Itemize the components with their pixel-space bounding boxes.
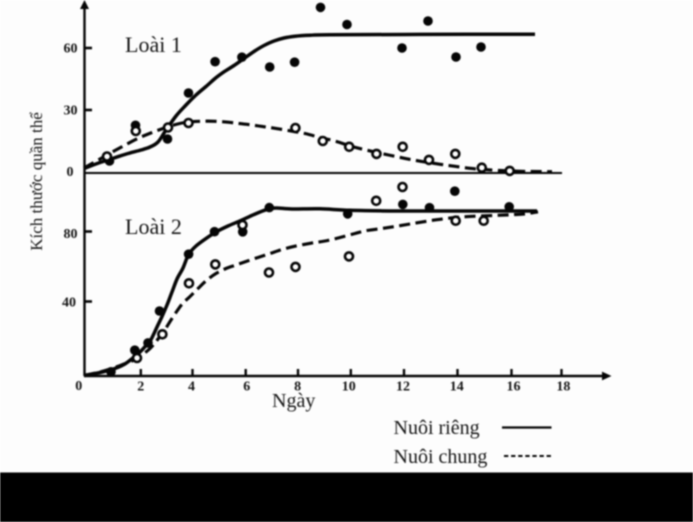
svg-text:80: 80 xyxy=(64,227,78,242)
svg-text:8: 8 xyxy=(294,380,301,395)
svg-text:12: 12 xyxy=(396,380,410,395)
svg-text:0: 0 xyxy=(67,165,74,180)
svg-text:2: 2 xyxy=(137,380,144,395)
svg-text:10: 10 xyxy=(342,380,356,395)
svg-text:60: 60 xyxy=(64,42,78,57)
svg-text:18: 18 xyxy=(556,380,570,395)
svg-text:40: 40 xyxy=(62,296,76,311)
svg-text:Loài 2: Loài 2 xyxy=(125,214,182,239)
svg-text:6: 6 xyxy=(243,380,250,395)
svg-text:Nuôi riêng: Nuôi riêng xyxy=(394,417,480,439)
svg-text:Ngày: Ngày xyxy=(272,390,315,412)
svg-text:14: 14 xyxy=(450,380,464,395)
svg-text:4: 4 xyxy=(188,380,195,395)
svg-text:Loài 1: Loài 1 xyxy=(125,32,182,57)
svg-text:Kích thước quần thể: Kích thước quần thể xyxy=(27,112,46,251)
svg-text:0: 0 xyxy=(75,379,82,394)
svg-text:Nuôi chung: Nuôi chung xyxy=(394,446,488,468)
svg-text:30: 30 xyxy=(64,104,78,119)
svg-text:16: 16 xyxy=(507,380,521,395)
